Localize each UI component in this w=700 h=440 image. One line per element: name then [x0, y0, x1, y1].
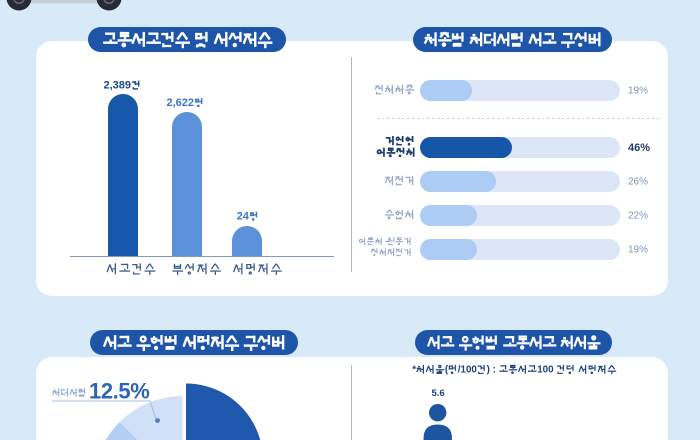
svg-text:22%: 22% — [628, 211, 648, 222]
svg-text:100: 100 — [537, 365, 554, 376]
svg-text:5.6: 5.6 — [432, 388, 445, 399]
svg-text:*: * — [412, 365, 416, 376]
svg-text:19%: 19% — [628, 245, 648, 256]
svg-text:12.5%: 12.5% — [89, 379, 149, 404]
svg-text:) :: ) : — [487, 365, 496, 376]
svg-text:26%: 26% — [628, 177, 648, 188]
svg-text:24: 24 — [237, 211, 250, 223]
svg-text:(: ( — [445, 365, 449, 376]
svg-text:2,389: 2,389 — [104, 80, 132, 92]
svg-text:/100: /100 — [458, 365, 478, 376]
svg-text:46%: 46% — [628, 142, 650, 154]
svg-text:2,622: 2,622 — [167, 97, 195, 109]
svg-text:19%: 19% — [628, 86, 648, 97]
